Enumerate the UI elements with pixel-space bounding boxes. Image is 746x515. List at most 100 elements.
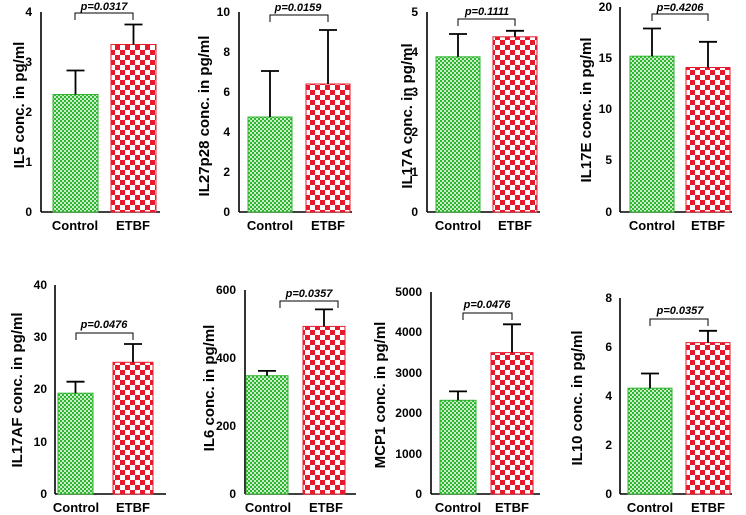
bar-control bbox=[247, 116, 293, 213]
bar-control bbox=[52, 94, 99, 213]
y-tick-label: 4 bbox=[605, 389, 612, 403]
bar-etbf bbox=[685, 342, 731, 495]
bar-etbf bbox=[492, 36, 538, 213]
y-tick-label: 3 bbox=[411, 85, 418, 99]
error-bar-etbf bbox=[124, 23, 143, 45]
y-tick-label: 8 bbox=[605, 291, 612, 305]
y-tick-label: 10 bbox=[217, 5, 231, 19]
panel-il17e: IL17E conc. in pg/ml 0 5 10 15 20 p=0.42… bbox=[578, 0, 732, 233]
bar-etbf bbox=[490, 352, 534, 495]
y-tick-label: 30 bbox=[34, 330, 48, 344]
y-tick-label: 0 bbox=[605, 487, 612, 501]
y-axis-label: IL6 conc. in pg/ml bbox=[201, 325, 218, 452]
error-bar-etbf bbox=[699, 329, 717, 343]
y-tick-label: 10 bbox=[599, 102, 613, 116]
bar-control bbox=[435, 56, 481, 213]
y-tick-label: 0 bbox=[605, 205, 612, 219]
significance-bracket bbox=[457, 18, 516, 26]
x-tick-label-etbf: ETBF bbox=[309, 500, 343, 515]
x-tick-label-etbf: ETBF bbox=[691, 218, 725, 233]
y-tick-label: 8 bbox=[223, 45, 230, 59]
p-value-label: p=0.0159 bbox=[274, 2, 323, 14]
error-bar-etbf bbox=[319, 29, 337, 84]
y-axis-label: IL17A conc. in pg/ml bbox=[399, 43, 416, 188]
y-tick-label: 0 bbox=[415, 487, 422, 501]
y-tick-label: 5000 bbox=[395, 285, 422, 299]
y-tick-label: 2 bbox=[411, 125, 418, 139]
x-tick-label-etbf: ETBF bbox=[311, 218, 345, 233]
y-tick-label: 1 bbox=[25, 155, 32, 169]
bar-control bbox=[627, 387, 673, 495]
error-bar-etbf bbox=[699, 40, 717, 68]
y-tick-label: 0 bbox=[411, 205, 418, 219]
bar-etbf bbox=[305, 83, 351, 213]
significance-bracket bbox=[75, 332, 134, 340]
y-tick-label: 0 bbox=[40, 487, 47, 501]
p-value-label: p=0.0357 bbox=[285, 288, 334, 300]
p-value-label: p=0.0317 bbox=[80, 1, 129, 13]
bar-etbf bbox=[302, 325, 346, 495]
significance-bracket bbox=[269, 14, 329, 22]
panel-il27p28: IL27p28 conc. in pg/ml 0 2 4 6 8 10 p=0.… bbox=[196, 2, 352, 233]
y-tick-label: 20 bbox=[599, 0, 613, 14]
x-tick-label-etbf: ETBF bbox=[116, 500, 150, 515]
x-tick-label-control: Control bbox=[53, 500, 99, 515]
significance-bracket bbox=[649, 318, 709, 326]
y-tick-label: 6 bbox=[605, 340, 612, 354]
y-axis-label: MCP1 conc. in pg/ml bbox=[372, 322, 389, 469]
error-bar-control bbox=[449, 33, 467, 57]
x-tick-label-control: Control bbox=[435, 500, 481, 515]
x-tick-label-etbf: ETBF bbox=[498, 218, 532, 233]
error-bar-control bbox=[449, 390, 467, 401]
y-tick-label: 2 bbox=[223, 165, 230, 179]
bar-control bbox=[439, 399, 477, 495]
x-tick-label-etbf: ETBF bbox=[116, 218, 150, 233]
p-value-label: p=0.4206 bbox=[656, 2, 705, 14]
y-tick-label: 400 bbox=[216, 351, 236, 365]
y-tick-label: 5 bbox=[411, 5, 418, 19]
significance-bracket bbox=[462, 312, 513, 320]
x-tick-label-control: Control bbox=[245, 500, 291, 515]
y-tick-label: 4 bbox=[411, 45, 418, 59]
y-tick-label: 200 bbox=[216, 419, 236, 433]
x-tick-label-control: Control bbox=[629, 218, 675, 233]
error-bar-control bbox=[641, 372, 659, 389]
y-tick-label: 2 bbox=[25, 105, 32, 119]
x-tick-label-control: Control bbox=[52, 218, 98, 233]
y-tick-label: 2 bbox=[605, 438, 612, 452]
panel-il10: IL10 conc. in pg/ml 0 2 4 6 8 p=0.0357 C… bbox=[569, 291, 732, 515]
y-tick-label: 3000 bbox=[395, 366, 422, 380]
error-bar-control bbox=[66, 69, 85, 95]
p-value-label: p=0.0476 bbox=[463, 299, 512, 311]
bar-etbf bbox=[685, 67, 731, 213]
panel-mcp1: MCP1 conc. in pg/ml 0 1000 2000 3000 400… bbox=[372, 285, 540, 515]
x-tick-label-etbf: ETBF bbox=[495, 500, 529, 515]
significance-bracket bbox=[279, 300, 339, 308]
y-tick-label: 600 bbox=[216, 283, 236, 297]
panel-il6: IL6 conc. in pg/ml 0 200 400 600 p=0.035… bbox=[201, 283, 356, 515]
error-bar-etbf bbox=[506, 29, 524, 37]
y-axis-label: IL27p28 conc. in pg/ml bbox=[196, 36, 213, 197]
error-bar-etbf bbox=[315, 308, 333, 327]
y-tick-label: 40 bbox=[34, 278, 48, 292]
error-bar-control bbox=[66, 380, 85, 394]
y-tick-label: 1000 bbox=[395, 447, 422, 461]
error-bar-etbf bbox=[124, 343, 142, 363]
y-axis-label: IL17AF conc. in pg/ml bbox=[9, 312, 26, 467]
x-tick-label-control: Control bbox=[247, 218, 293, 233]
y-axis-label: IL17E conc. in pg/ml bbox=[578, 37, 595, 182]
p-value-label: p=0.0357 bbox=[656, 305, 705, 317]
panel-il17af: IL17AF conc. in pg/ml 0 10 20 30 40 p=0.… bbox=[9, 278, 166, 515]
significance-bracket bbox=[651, 13, 709, 21]
bar-etbf bbox=[110, 44, 157, 213]
panel-il17a: IL17A conc. in pg/ml 0 1 2 3 4 5 p=0.111… bbox=[399, 5, 540, 233]
x-tick-label-control: Control bbox=[435, 218, 481, 233]
y-tick-label: 15 bbox=[599, 51, 613, 65]
error-bar-etbf bbox=[503, 323, 521, 353]
p-value-label: p=0.0476 bbox=[80, 319, 129, 331]
error-bar-control bbox=[261, 70, 279, 117]
y-tick-label: 0 bbox=[223, 205, 230, 219]
y-tick-label: 20 bbox=[34, 382, 48, 396]
y-tick-label: 4 bbox=[223, 125, 230, 139]
bar-control bbox=[245, 375, 289, 495]
